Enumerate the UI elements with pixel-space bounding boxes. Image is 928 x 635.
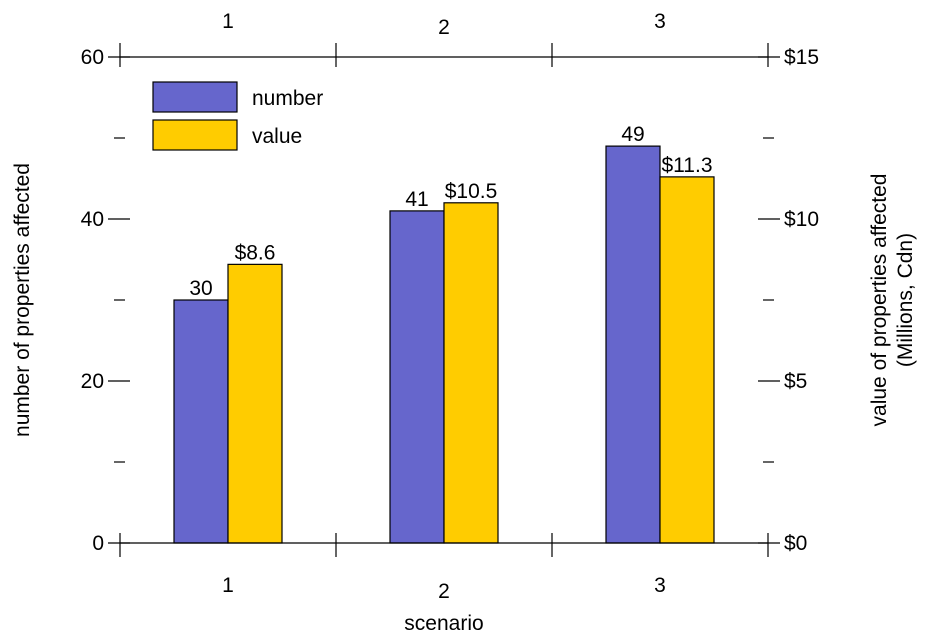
data-label-number-1: 30 — [189, 277, 212, 300]
plot-frame — [120, 56, 768, 544]
data-label-number-2: 41 — [405, 188, 428, 211]
right-axis-title-line-1: value of properties affected — [868, 174, 891, 427]
left-tick-label-20: 20 — [81, 370, 104, 393]
x-tick-label-top-3: 3 — [654, 10, 666, 33]
left-tick-label-0: 0 — [92, 532, 104, 555]
x-tick-label-bottom-1: 1 — [222, 574, 234, 597]
x-axis-title: scenario — [404, 612, 483, 635]
right-tick-label-0: $0 — [784, 532, 807, 555]
data-label-value-1: $8.6 — [235, 241, 276, 264]
bar-number-2 — [389, 210, 445, 544]
data-label-value-3: $11.3 — [662, 154, 713, 177]
right-tick-label-10: $10 — [784, 208, 819, 231]
left-axis-title: number of properties affected — [11, 163, 34, 437]
ticks-layer — [108, 43, 780, 557]
labels-layer: 30 $8.6 41 $10.5 49 $11.3 0 20 40 60 $0 $5 $10 $15 1 1 2… — [11, 10, 917, 635]
x-tick-label-top-2: 2 — [438, 16, 450, 39]
bar-number-1 — [173, 299, 229, 544]
left-tick-label-60: 60 — [81, 46, 104, 69]
legend: number value — [152, 81, 323, 151]
data-label-value-2: $10.5 — [445, 180, 498, 203]
legend-label-number: number — [252, 87, 323, 110]
data-label-number-3: 49 — [621, 123, 644, 146]
x-tick-label-top-1: 1 — [222, 10, 234, 33]
bars-layer — [173, 145, 715, 544]
bar-value-3 — [659, 176, 715, 544]
bar-value-2 — [443, 202, 499, 544]
legend-swatch-value — [152, 119, 238, 151]
left-tick-label-40: 40 — [81, 208, 104, 231]
bar-value-1 — [227, 263, 283, 544]
right-axis-title-line-2: (Millions, Cdn) — [894, 233, 917, 367]
x-tick-label-bottom-2: 2 — [438, 580, 450, 603]
legend-swatch-number — [152, 81, 238, 113]
right-tick-label-15: $15 — [784, 46, 819, 69]
bar-number-3 — [605, 145, 661, 544]
x-tick-label-bottom-3: 3 — [654, 574, 666, 597]
right-tick-label-5: $5 — [784, 370, 807, 393]
legend-label-value: value — [252, 125, 302, 148]
